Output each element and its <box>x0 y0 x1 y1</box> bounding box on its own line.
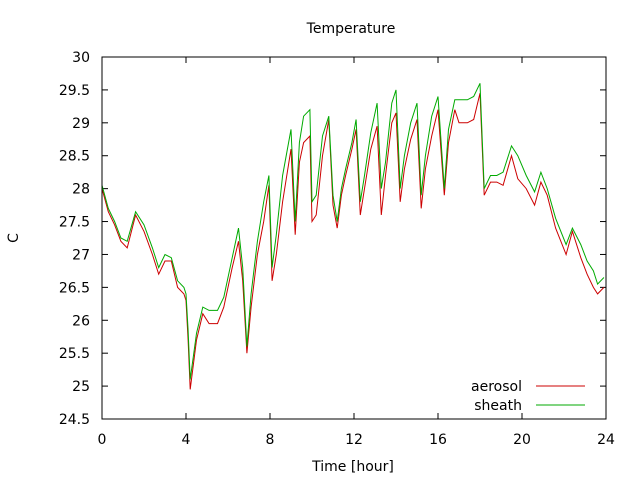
y-tick-label: 24.5 <box>59 412 90 428</box>
y-tick-label: 27 <box>72 247 90 263</box>
y-tick-label: 29 <box>72 116 90 132</box>
y-tick-label: 30 <box>72 50 90 66</box>
legend-label-aerosol: aerosol <box>471 379 522 395</box>
y-tick-label: 29.5 <box>59 83 90 99</box>
y-axis-label: C <box>6 233 22 243</box>
chart-title: Temperature <box>306 21 396 37</box>
x-axis-label: Time [hour] <box>311 459 394 475</box>
x-tick-label: 8 <box>266 432 275 448</box>
x-tick-label: 16 <box>429 432 447 448</box>
y-tick-label: 27.5 <box>59 215 90 231</box>
axis-ticks: 24.5 25 25.5 26 26.5 27 27.5 28 28.5 29 29.5 30 0 4 8 1… <box>59 50 615 448</box>
y-tick-label: 25.5 <box>59 346 90 362</box>
y-tick-label: 26.5 <box>59 280 90 296</box>
y-tick-label: 28 <box>72 182 90 198</box>
legend: aerosol sheath <box>471 379 585 414</box>
x-tick-label: 4 <box>182 432 191 448</box>
legend-label-sheath: sheath <box>474 398 522 414</box>
plot-frame <box>101 56 607 420</box>
x-tick-label: 0 <box>98 432 107 448</box>
y-tick-label: 26 <box>72 313 90 329</box>
series-line-sheath <box>101 83 605 380</box>
y-tick-label: 25 <box>72 379 90 395</box>
series-lines <box>101 83 605 390</box>
x-tick-label: 20 <box>513 432 531 448</box>
y-tick-label: 28.5 <box>59 149 90 165</box>
x-tick-label: 24 <box>597 432 615 448</box>
x-tick-label: 12 <box>345 432 363 448</box>
